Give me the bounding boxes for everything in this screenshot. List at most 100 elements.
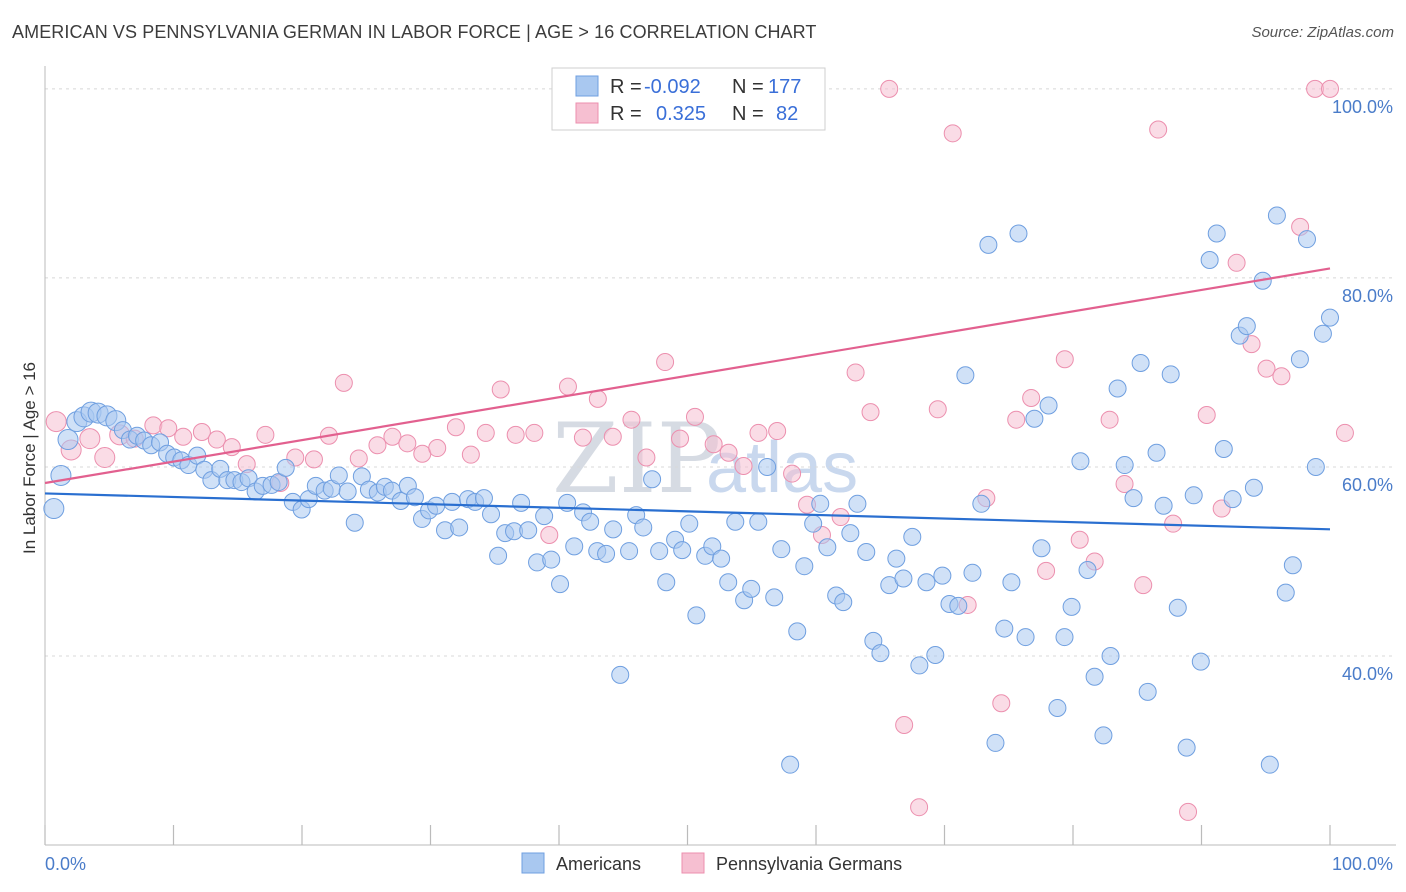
legend-r-value-2: 0.325 — [656, 103, 706, 125]
pennsylvania-germans-point — [256, 425, 275, 444]
americans-point — [450, 518, 469, 537]
pennsylvania-germans-point — [573, 428, 592, 447]
americans-point — [443, 492, 462, 511]
americans-point — [269, 473, 288, 492]
pennsylvania-germans-point — [525, 423, 544, 442]
pennsylvania-germans-point — [461, 445, 480, 464]
americans-point — [597, 544, 616, 563]
americans-point — [795, 557, 814, 576]
pennsylvania-germans-point — [45, 411, 67, 433]
source-label: Source: ZipAtlas.com — [1251, 24, 1394, 41]
americans-point — [834, 593, 853, 612]
americans-point — [1200, 250, 1219, 269]
americans-point — [687, 606, 706, 625]
americans-point — [1321, 308, 1339, 327]
americans-point — [1101, 646, 1120, 665]
chart-title: AMERICAN VS PENNSYLVANIA GERMAN IN LABOR… — [12, 22, 817, 42]
bottom-legend-swatch-americans — [521, 852, 545, 874]
americans-point — [1244, 478, 1263, 497]
americans-point — [519, 521, 538, 540]
americans-point — [742, 579, 761, 598]
pennsylvania-germans-point — [1164, 514, 1183, 533]
pennsylvania-germans-point — [334, 373, 353, 392]
americans-point — [1191, 652, 1210, 671]
pennsylvania-germans-point — [861, 403, 880, 422]
pennsylvania-germans-point — [588, 389, 607, 408]
americans-point — [765, 588, 784, 607]
americans-point — [910, 656, 929, 675]
americans-point — [917, 573, 936, 592]
americans-point — [703, 537, 722, 556]
americans-points — [43, 206, 1339, 774]
americans-point — [841, 524, 860, 543]
americans-point — [345, 513, 364, 532]
americans-point — [535, 507, 554, 526]
pennsylvania-germans-point — [734, 457, 753, 476]
bottom-legend-swatch-pennsylvania-germans — [681, 852, 705, 874]
americans-point — [949, 596, 968, 615]
americans-point — [1009, 224, 1028, 243]
americans-point — [1154, 496, 1173, 515]
americans-point — [818, 538, 837, 557]
pennsylvania-germans-point — [1257, 359, 1276, 378]
legend-r-label-1: R = — [610, 76, 642, 98]
y-tick-label: 60.0% — [1342, 475, 1393, 495]
pennsylvania-germans-point — [506, 425, 525, 444]
americans-point — [620, 542, 639, 561]
pennsylvania-germans-point — [685, 407, 704, 426]
pennsylvania-germans-point — [880, 79, 899, 98]
americans-point — [565, 537, 584, 556]
pennsylvania-germans-point — [1022, 388, 1041, 407]
pennsylvania-germans-point — [159, 419, 178, 438]
gridlines — [45, 88, 1396, 657]
americans-point — [1223, 490, 1242, 509]
americans-point — [1131, 353, 1150, 372]
pennsylvania-germans-point — [910, 798, 929, 817]
americans-point — [887, 549, 906, 568]
americans-point — [871, 644, 890, 663]
americans-point — [956, 366, 975, 385]
americans-point — [427, 496, 446, 515]
y-tick-label: 40.0% — [1342, 664, 1393, 684]
x-tick-label: 100.0% — [1332, 854, 1393, 874]
americans-point — [1283, 556, 1302, 575]
americans-point — [712, 549, 731, 568]
pennsylvania-germans-point — [622, 410, 641, 429]
pennsylvania-germans-point — [304, 450, 323, 469]
americans-point — [1161, 365, 1180, 384]
pennsylvania-germans-point — [637, 448, 656, 467]
americans-point — [650, 542, 669, 561]
americans-point — [1048, 698, 1067, 717]
pennsylvania-germans-point — [992, 694, 1011, 713]
legend-swatch-americans — [575, 75, 599, 97]
americans-point — [474, 489, 493, 508]
americans-point — [1032, 539, 1051, 558]
americans-point — [329, 466, 348, 485]
americans-point — [1115, 456, 1134, 475]
pennsylvania-germans-point — [383, 427, 402, 446]
americans-point — [719, 573, 738, 592]
legend-n-value-2: 82 — [776, 103, 798, 125]
pennsylvania-germans-point — [174, 427, 193, 446]
americans-point — [804, 514, 823, 533]
americans-point — [657, 573, 676, 592]
americans-point — [857, 543, 876, 562]
pennsylvania-germans-point — [540, 526, 559, 544]
legend-n-label-1: N = — [732, 76, 764, 98]
pennsylvania-germans-point — [749, 423, 768, 442]
pennsylvania-germans-point — [719, 443, 738, 462]
pennsylvania-germans-point — [928, 400, 947, 419]
americans-point — [1267, 206, 1286, 225]
americans-point — [634, 518, 653, 537]
americans-point — [1078, 560, 1097, 579]
legend-r-value-1: -0.092 — [644, 76, 701, 98]
americans-point — [788, 622, 807, 641]
pennsylvania-germans-point — [491, 380, 510, 399]
americans-point — [963, 563, 982, 582]
pennsylvania-germans-point — [1335, 423, 1354, 442]
pennsylvania-germans-point — [1115, 474, 1134, 493]
pennsylvania-germans-point — [428, 439, 447, 458]
pennsylvania-germans-point — [1134, 576, 1153, 595]
trend-lines — [44, 267, 1331, 531]
